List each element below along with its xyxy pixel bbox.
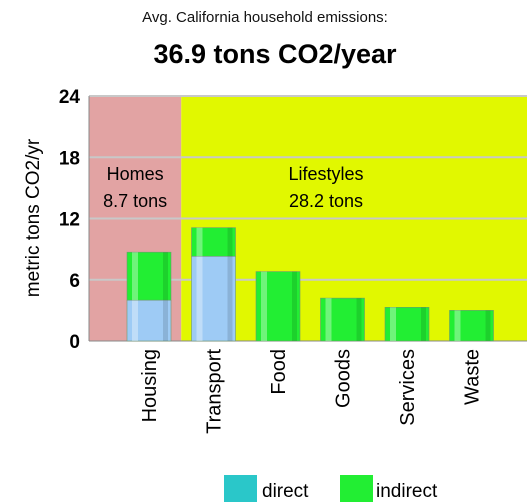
region-label-homes: Homes (107, 164, 164, 184)
region-label-lifestyles: Lifestyles (288, 164, 363, 184)
region-total-lifestyles: 28.2 tons (289, 191, 363, 211)
bar-waste-indirect (449, 310, 494, 342)
chart-subtitle: Avg. California household emissions: (142, 9, 388, 26)
x-tick-waste: Waste (462, 349, 484, 405)
legend-label-direct: direct (262, 481, 309, 502)
legend-swatch-direct (224, 475, 257, 502)
bar-transport-indirect-highlight (196, 227, 203, 257)
bars (126, 227, 494, 342)
bar-services-indirect-shade (421, 307, 426, 341)
bar-housing-direct-highlight (132, 300, 138, 341)
bar-waste-indirect-highlight (454, 310, 461, 341)
bar-goods-indirect-highlight (325, 298, 332, 341)
bar-transport-indirect (191, 227, 236, 257)
legend: direct indirect (224, 475, 438, 502)
bar-housing-indirect-highlight (132, 252, 138, 301)
x-ticks: Housing Transport Food Goods Services Waste (139, 349, 484, 434)
bar-services-indirect-highlight (390, 307, 396, 341)
bar-food-indirect-highlight (261, 271, 267, 341)
y-tick-label: 6 (69, 271, 80, 292)
region-total-homes: 8.7 tons (103, 191, 167, 211)
bar-housing-indirect (126, 251, 172, 301)
region-labels: Homes 8.7 tons Lifestyles 28.2 tons (103, 164, 363, 211)
legend-label-indirect: indirect (376, 481, 438, 502)
bar-services-indirect (384, 307, 430, 342)
y-tick-label: 18 (59, 148, 80, 169)
bar-housing-direct (126, 299, 172, 342)
bar-transport-indirect-shade (227, 227, 233, 257)
chart-title: 36.9 tons CO2/year (153, 39, 397, 69)
bar-transport-direct (191, 255, 236, 342)
x-tick-goods: Goods (333, 349, 355, 408)
x-tick-transport: Transport (204, 349, 226, 434)
bar-transport-direct-highlight (196, 256, 203, 341)
x-tick-food: Food (268, 349, 290, 395)
bar-housing-direct-shade (163, 300, 168, 341)
y-axis-label: metric tons CO2/yr (23, 138, 44, 297)
y-tick-label: 0 (69, 332, 80, 353)
legend-swatch-indirect (340, 475, 373, 502)
x-tick-services: Services (397, 349, 419, 426)
y-tick-label: 12 (59, 210, 80, 231)
bar-goods-indirect (320, 297, 365, 342)
bar-housing-indirect-shade (163, 252, 168, 301)
bar-food-indirect-shade (292, 271, 297, 341)
y-ticks: 0 6 12 18 24 (59, 87, 81, 353)
bar-waste-indirect-shade (485, 310, 491, 341)
x-tick-housing: Housing (139, 349, 161, 422)
bar-transport-direct-shade (227, 256, 233, 341)
bar-goods-indirect-shade (356, 298, 362, 341)
bar-food-indirect (255, 271, 301, 342)
y-tick-label: 24 (59, 87, 81, 108)
